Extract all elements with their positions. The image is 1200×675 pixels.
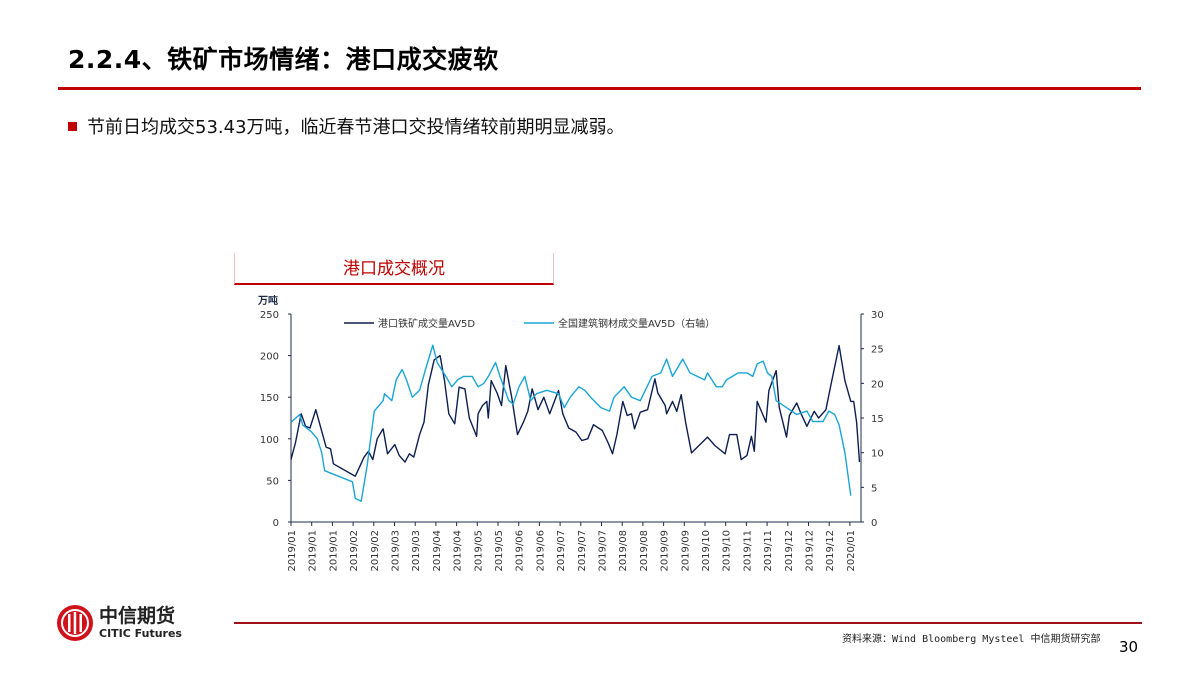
x-tick-label: 2019/05 bbox=[494, 530, 505, 572]
x-tick-label: 2019/12 bbox=[784, 530, 795, 572]
legend-label: 港口铁矿成交量AV5D bbox=[378, 317, 475, 330]
y2-tick-label: 10 bbox=[871, 449, 884, 460]
x-tick-label: 2019/06 bbox=[535, 530, 546, 572]
y2-tick-label: 0 bbox=[871, 518, 877, 529]
x-tick-label: 2019/05 bbox=[473, 530, 484, 572]
series-line-1 bbox=[290, 344, 861, 477]
citic-emblem-icon bbox=[57, 605, 93, 641]
series-line-2 bbox=[290, 344, 852, 502]
x-tick-label: 2019/03 bbox=[391, 530, 402, 572]
x-tick-label: 2019/10 bbox=[722, 530, 733, 572]
chart-title-box: 港口成交概况 bbox=[234, 253, 554, 285]
y2-tick-label: 5 bbox=[871, 483, 877, 494]
x-tick-label: 2019/10 bbox=[701, 530, 712, 572]
chart-title: 港口成交概况 bbox=[343, 259, 445, 279]
x-tick-label: 2020/01 bbox=[846, 530, 857, 572]
logo-chinese-name: 中信期货 bbox=[99, 605, 176, 627]
x-tick-label: 2019/11 bbox=[742, 530, 753, 572]
y-tick-label: 0 bbox=[273, 518, 279, 529]
square-bullet-icon bbox=[68, 121, 77, 131]
page-title: 2.2.4、铁矿市场情绪：港口成交疲软 bbox=[68, 45, 499, 74]
logo-english-name: CITIC Futures bbox=[99, 627, 182, 640]
page-number: 30 bbox=[1119, 638, 1139, 656]
x-tick-label: 2019/06 bbox=[515, 530, 526, 572]
x-tick-label: 2019/02 bbox=[349, 530, 360, 572]
y-axis-unit: 万吨 bbox=[257, 294, 278, 307]
x-tick-label: 2019/11 bbox=[763, 530, 774, 572]
footer-divider bbox=[234, 622, 1142, 624]
legend-label: 全国建筑钢材成交量AV5D（右轴） bbox=[558, 317, 715, 330]
x-tick-label: 2019/01 bbox=[308, 530, 319, 572]
x-tick-label: 2019/07 bbox=[598, 530, 609, 572]
x-tick-label: 2019/02 bbox=[370, 530, 381, 572]
x-tick-label: 2019/08 bbox=[639, 530, 650, 572]
x-tick-label: 2019/09 bbox=[680, 530, 691, 572]
y2-tick-label: 20 bbox=[871, 379, 884, 390]
bullet-text: 节前日均成交53.43万吨，临近春节港口交投情绪较前期明显减弱。 bbox=[87, 117, 625, 138]
citic-logo: 中信期货 CITIC Futures bbox=[55, 603, 182, 643]
x-tick-label: 2019/01 bbox=[328, 530, 339, 572]
x-tick-label: 2019/04 bbox=[453, 530, 464, 572]
y2-tick-label: 15 bbox=[871, 414, 884, 425]
x-tick-label: 2019/01 bbox=[287, 530, 298, 572]
x-tick-label: 2019/12 bbox=[805, 530, 816, 572]
bullet-point: 节前日均成交53.43万吨，临近春节港口交投情绪较前期明显减弱。 bbox=[68, 113, 625, 139]
y-tick-label: 50 bbox=[266, 476, 279, 487]
x-tick-label: 2019/04 bbox=[432, 530, 443, 572]
x-tick-label: 2019/07 bbox=[556, 530, 567, 572]
y-tick-label: 250 bbox=[260, 310, 279, 321]
y-tick-label: 100 bbox=[260, 435, 279, 446]
y-tick-label: 200 bbox=[260, 352, 279, 363]
x-tick-label: 2019/07 bbox=[577, 530, 588, 572]
x-tick-label: 2019/08 bbox=[618, 530, 629, 572]
y2-tick-label: 25 bbox=[871, 345, 884, 356]
x-tick-label: 2019/12 bbox=[825, 530, 836, 572]
title-divider bbox=[58, 87, 1141, 90]
x-tick-label: 2019/03 bbox=[411, 530, 422, 572]
x-tick-label: 2019/09 bbox=[660, 530, 671, 572]
source-note: 资料来源：Wind Bloomberg Mysteel 中信期货研究部 bbox=[842, 634, 1101, 645]
y2-tick-label: 30 bbox=[871, 310, 884, 321]
y-tick-label: 150 bbox=[260, 393, 279, 404]
